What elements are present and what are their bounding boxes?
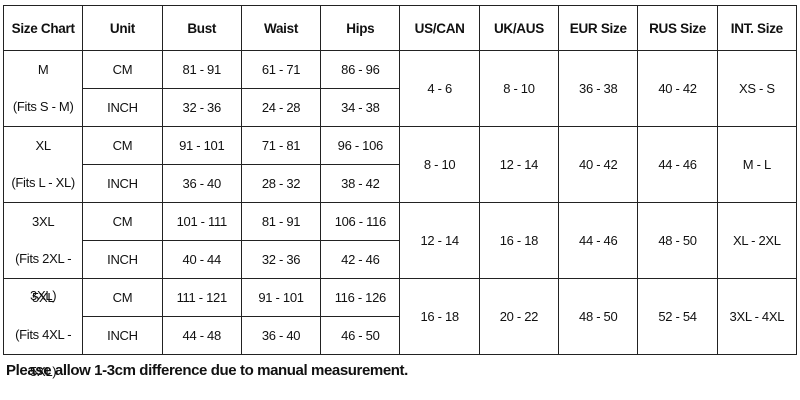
conversion-cell: 16 - 18 <box>478 202 560 279</box>
table-row: 5XL (Fits 4XL - 5XL) CM 111 - 121 91 - 101 11… <box>2 278 798 379</box>
header-cell: Waist <box>240 5 322 51</box>
measure-cell: 24 - 28 <box>240 88 322 127</box>
conversion-cell: 8 - 10 <box>399 126 480 203</box>
conversion-cell: 40 - 42 <box>558 126 639 203</box>
table-row: INCH 36 - 40 28 - 32 38 - 42 <box>4 164 797 203</box>
conversion-cell: XL - 2XL <box>716 202 798 279</box>
table-row: INCH 40 - 44 32 - 36 42 - 46 <box>4 240 797 279</box>
header-cell: Size Chart <box>2 5 84 51</box>
measure-cell: CM <box>82 50 163 89</box>
header-row: Size Chart Unit Bust Waist Hips US/CAN UK/AUS E… <box>2 5 798 51</box>
conversion-cell: 48 - 50 <box>558 278 639 355</box>
header-cell: RUS Size <box>637 5 718 51</box>
measure-cell: INCH <box>82 316 163 355</box>
conversion-cell: 52 - 54 <box>637 278 718 355</box>
conversion-cell: 4 - 6 <box>399 50 480 127</box>
measure-cell: CM <box>82 278 163 317</box>
conversion-cell: 3XL - 4XL <box>716 278 798 355</box>
conversion-cell: 48 - 50 <box>637 202 718 279</box>
measure-cell: 32 - 36 <box>240 240 322 279</box>
measure-cell: INCH <box>82 164 163 203</box>
measure-cell: 106 - 116 <box>320 202 401 241</box>
size-cell: 3XL (Fits 2XL - 3XL) <box>2 202 84 303</box>
measure-cell: 116 - 126 <box>320 278 401 317</box>
measure-cell: 34 - 38 <box>320 88 401 127</box>
measure-cell: 91 - 101 <box>161 126 242 165</box>
fits-label: (Fits L - XL) <box>11 175 75 190</box>
measure-cell: 32 - 36 <box>161 88 242 127</box>
conversion-cell: 8 - 10 <box>478 50 560 127</box>
conversion-cell: 12 - 14 <box>399 202 480 279</box>
measure-cell: 46 - 50 <box>320 316 401 355</box>
measure-cell: 61 - 71 <box>240 50 322 89</box>
measure-cell: 28 - 32 <box>240 164 322 203</box>
measure-cell: 111 - 121 <box>161 278 242 317</box>
header-cell: EUR Size <box>558 5 639 51</box>
header-cell: INT. Size <box>716 5 798 51</box>
measure-cell: 96 - 106 <box>320 126 401 165</box>
measure-cell: CM <box>82 126 163 165</box>
measure-cell: 38 - 42 <box>320 164 401 203</box>
size-cell: 5XL (Fits 4XL - 5XL) <box>2 278 84 379</box>
measure-cell: INCH <box>82 240 163 279</box>
size-table: Size Chart Unit Bust Waist Hips US/CAN UK/AUS E… <box>2 5 798 379</box>
table-body: M (Fits S - M) CM 81 - 91 61 - 71 86 - 96 4 - … <box>2 50 798 379</box>
measure-cell: 36 - 40 <box>161 164 242 203</box>
fits-label: (Fits 2XL - 3XL) <box>15 251 72 303</box>
table-row: INCH 44 - 48 36 - 40 46 - 50 <box>4 316 797 355</box>
measure-cell: INCH <box>82 88 163 127</box>
measure-cell: 86 - 96 <box>320 50 401 89</box>
conversion-cell: 20 - 22 <box>478 278 560 355</box>
table-row: 3XL (Fits 2XL - 3XL) CM 101 - 111 81 - 91 106… <box>2 202 798 303</box>
measure-cell: 81 - 91 <box>161 50 242 89</box>
size-label: XL <box>35 138 51 153</box>
fits-label: (Fits 4XL - 5XL) <box>15 327 72 379</box>
conversion-cell: 44 - 46 <box>637 126 718 203</box>
size-cell: XL (Fits L - XL) <box>2 126 84 203</box>
measure-cell: CM <box>82 202 163 241</box>
header-cell: Bust <box>161 5 242 51</box>
header-cell: Hips <box>320 5 401 51</box>
size-label: M <box>37 62 49 77</box>
measure-cell: 101 - 111 <box>161 202 242 241</box>
conversion-cell: 16 - 18 <box>399 278 480 355</box>
size-cell: M (Fits S - M) <box>2 50 84 127</box>
note: Please allow 1-3cm difference due to man… <box>6 362 408 379</box>
measure-cell: 42 - 46 <box>320 240 401 279</box>
header-cell: US/CAN <box>399 5 480 51</box>
measure-cell: 81 - 91 <box>240 202 322 241</box>
header-cell: UK/AUS <box>478 5 560 51</box>
measure-cell: 36 - 40 <box>240 316 322 355</box>
conversion-cell: 36 - 38 <box>558 50 639 127</box>
table-row: XL (Fits L - XL) CM 91 - 101 71 - 81 96 - 106… <box>2 126 798 203</box>
fits-label: (Fits S - M) <box>12 99 74 114</box>
measure-cell: 40 - 44 <box>161 240 242 279</box>
conversion-cell: 12 - 14 <box>478 126 560 203</box>
conversion-cell: 44 - 46 <box>558 202 639 279</box>
conversion-cell: M - L <box>716 126 798 203</box>
measure-cell: 91 - 101 <box>240 278 322 317</box>
table-row: M (Fits S - M) CM 81 - 91 61 - 71 86 - 96 4 - … <box>2 50 798 127</box>
table-row: INCH 32 - 36 24 - 28 34 - 38 <box>4 88 797 127</box>
header-cell: Unit <box>82 5 163 51</box>
conversion-cell: 40 - 42 <box>637 50 718 127</box>
size-label: 5XL <box>32 290 55 305</box>
measure-cell: 44 - 48 <box>161 316 242 355</box>
conversion-cell: XS - S <box>716 50 798 127</box>
measure-cell: 71 - 81 <box>240 126 322 165</box>
size-label: 3XL <box>32 214 55 229</box>
